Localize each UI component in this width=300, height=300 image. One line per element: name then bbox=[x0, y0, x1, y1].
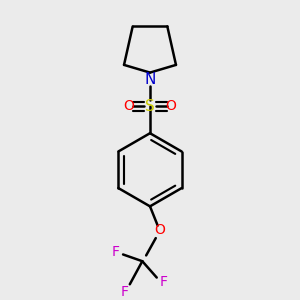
Text: O: O bbox=[154, 224, 165, 237]
Text: S: S bbox=[145, 99, 155, 114]
Text: O: O bbox=[166, 99, 177, 113]
Text: F: F bbox=[160, 275, 167, 290]
Text: O: O bbox=[123, 99, 134, 113]
Text: F: F bbox=[111, 244, 119, 259]
Text: F: F bbox=[121, 285, 129, 299]
Text: N: N bbox=[144, 72, 156, 87]
